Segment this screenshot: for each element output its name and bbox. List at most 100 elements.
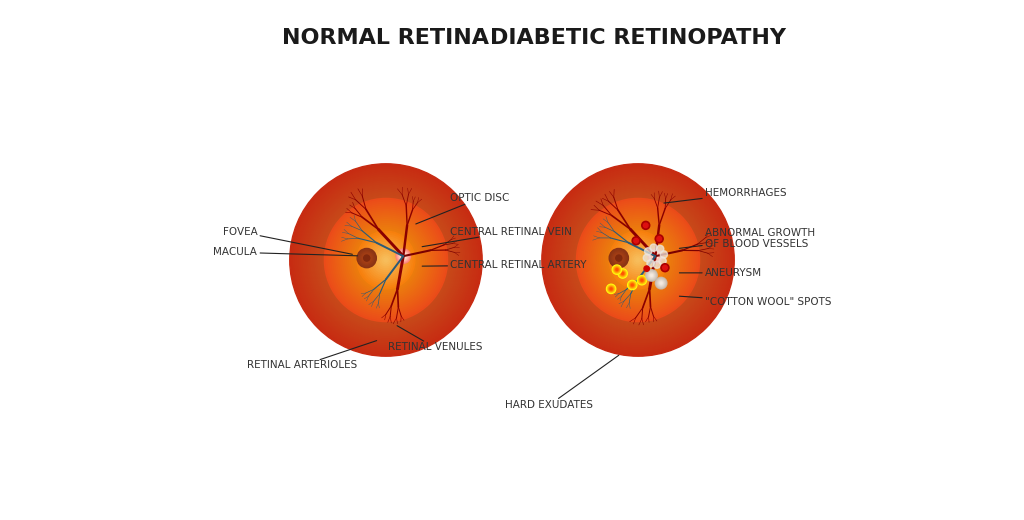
Text: OPTIC DISC: OPTIC DISC bbox=[416, 193, 510, 224]
Text: ABNORMAL GROWTH
OF BLOOD VESSELS: ABNORMAL GROWTH OF BLOOD VESSELS bbox=[679, 228, 815, 249]
Circle shape bbox=[613, 235, 664, 285]
Circle shape bbox=[336, 210, 436, 310]
Circle shape bbox=[334, 208, 438, 312]
Circle shape bbox=[568, 191, 708, 329]
Circle shape bbox=[642, 222, 650, 229]
Circle shape bbox=[607, 285, 614, 293]
Text: CENTRAL RETINAL ARTERY: CENTRAL RETINAL ARTERY bbox=[422, 260, 587, 270]
Circle shape bbox=[663, 265, 668, 270]
Circle shape bbox=[618, 241, 657, 279]
Circle shape bbox=[609, 287, 613, 291]
Circle shape bbox=[614, 253, 624, 263]
Circle shape bbox=[546, 167, 730, 353]
Circle shape bbox=[362, 237, 409, 283]
Circle shape bbox=[611, 251, 626, 265]
Circle shape bbox=[375, 249, 397, 271]
Circle shape bbox=[611, 233, 665, 287]
Circle shape bbox=[360, 235, 411, 285]
Circle shape bbox=[544, 166, 732, 354]
Circle shape bbox=[610, 288, 612, 290]
Circle shape bbox=[649, 250, 662, 263]
Circle shape bbox=[650, 251, 660, 261]
Circle shape bbox=[632, 284, 633, 286]
Circle shape bbox=[600, 222, 677, 298]
Circle shape bbox=[656, 237, 662, 241]
Circle shape bbox=[296, 170, 476, 350]
Circle shape bbox=[615, 237, 662, 283]
Circle shape bbox=[314, 189, 457, 331]
Circle shape bbox=[318, 192, 454, 328]
Text: ANEURYSM: ANEURYSM bbox=[679, 268, 762, 278]
Circle shape bbox=[657, 279, 665, 287]
Circle shape bbox=[648, 272, 654, 278]
Circle shape bbox=[644, 266, 649, 271]
Circle shape bbox=[655, 235, 664, 243]
Circle shape bbox=[627, 249, 649, 271]
Circle shape bbox=[563, 185, 713, 335]
Circle shape bbox=[553, 175, 723, 345]
Circle shape bbox=[634, 256, 642, 264]
Circle shape bbox=[349, 224, 423, 296]
Circle shape bbox=[366, 257, 368, 259]
Circle shape bbox=[401, 254, 406, 258]
Circle shape bbox=[610, 250, 628, 266]
Circle shape bbox=[330, 204, 441, 316]
Circle shape bbox=[594, 216, 682, 304]
Circle shape bbox=[609, 249, 629, 268]
Circle shape bbox=[561, 183, 715, 337]
Circle shape bbox=[325, 199, 447, 321]
Circle shape bbox=[400, 253, 407, 259]
Circle shape bbox=[344, 218, 428, 302]
Circle shape bbox=[649, 274, 653, 277]
Circle shape bbox=[294, 167, 478, 353]
Circle shape bbox=[567, 189, 710, 331]
Circle shape bbox=[588, 210, 688, 310]
Circle shape bbox=[378, 252, 393, 268]
Text: RETINAL VENULES: RETINAL VENULES bbox=[387, 326, 482, 353]
Circle shape bbox=[399, 253, 407, 260]
Circle shape bbox=[617, 257, 620, 259]
Circle shape bbox=[596, 218, 680, 302]
Circle shape bbox=[592, 214, 684, 306]
Circle shape bbox=[572, 194, 703, 326]
Circle shape bbox=[636, 258, 640, 262]
Circle shape bbox=[364, 254, 371, 262]
Circle shape bbox=[647, 270, 656, 280]
Circle shape bbox=[608, 286, 613, 292]
Circle shape bbox=[647, 271, 655, 279]
Circle shape bbox=[329, 202, 443, 318]
Circle shape bbox=[609, 231, 667, 289]
Circle shape bbox=[618, 269, 628, 278]
Circle shape bbox=[338, 212, 434, 308]
Circle shape bbox=[316, 191, 456, 329]
Circle shape bbox=[612, 265, 622, 274]
Circle shape bbox=[371, 244, 401, 276]
Circle shape bbox=[365, 239, 408, 281]
Text: "COTTON WOOL" SPOTS: "COTTON WOOL" SPOTS bbox=[679, 296, 831, 307]
Circle shape bbox=[649, 250, 662, 262]
Circle shape bbox=[550, 172, 727, 348]
Circle shape bbox=[357, 249, 377, 268]
Circle shape bbox=[347, 222, 424, 298]
Circle shape bbox=[606, 284, 615, 293]
Circle shape bbox=[309, 183, 463, 337]
Circle shape bbox=[653, 254, 657, 258]
Circle shape bbox=[605, 227, 671, 293]
Circle shape bbox=[618, 270, 627, 277]
Circle shape bbox=[359, 251, 374, 265]
Circle shape bbox=[660, 282, 663, 284]
Circle shape bbox=[637, 276, 646, 285]
Circle shape bbox=[630, 282, 635, 288]
Circle shape bbox=[361, 253, 372, 263]
Circle shape bbox=[321, 194, 452, 326]
Circle shape bbox=[590, 212, 686, 308]
Circle shape bbox=[586, 208, 690, 312]
Circle shape bbox=[581, 202, 695, 318]
Circle shape bbox=[621, 243, 655, 277]
Circle shape bbox=[579, 200, 697, 320]
Circle shape bbox=[557, 179, 719, 341]
Circle shape bbox=[660, 251, 668, 258]
Circle shape bbox=[340, 214, 432, 306]
Circle shape bbox=[616, 269, 617, 270]
Circle shape bbox=[364, 255, 370, 261]
